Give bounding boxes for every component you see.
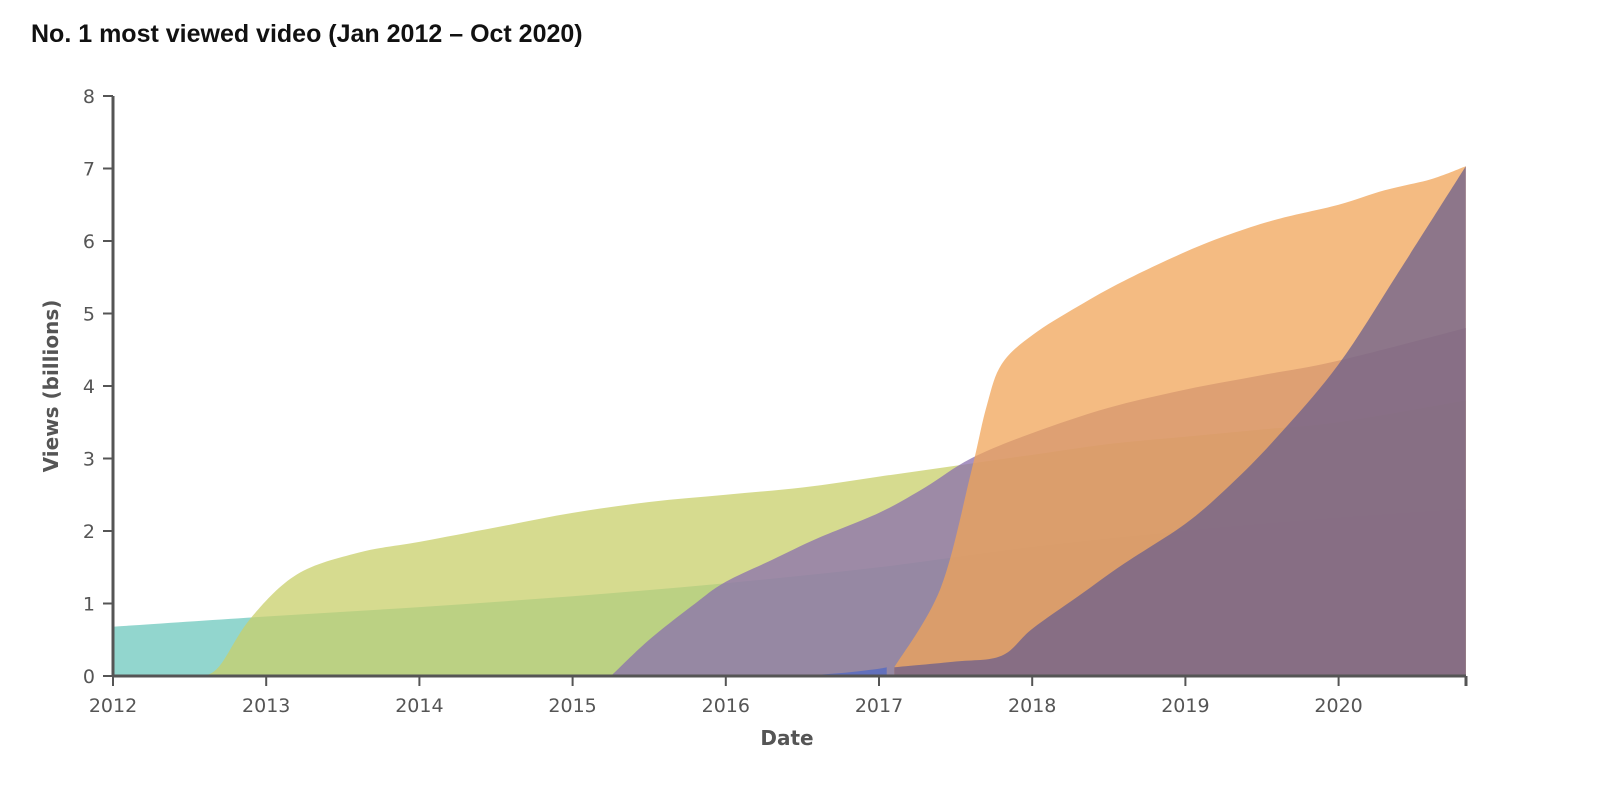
y-tick-label: 8 (83, 86, 95, 108)
x-tick-label: 2015 (548, 695, 596, 717)
y-tick-label: 1 (83, 594, 95, 616)
x-tick-label: 2012 (89, 695, 137, 717)
y-tick-label: 7 (83, 159, 95, 181)
area-series-6 (894, 166, 1466, 677)
x-tick-label: 2017 (855, 695, 903, 717)
x-tick-label: 2018 (1008, 695, 1056, 717)
ticks: 0 1 2 3 4 5 6 7 8 2012 2013 2014 2015 2016 2017 2018 201… (83, 86, 1363, 717)
x-tick-label: 2019 (1161, 695, 1209, 717)
x-tick-label: 2016 (702, 695, 750, 717)
y-tick-label: 0 (83, 666, 95, 688)
series-layer (113, 166, 1466, 677)
y-axis-label: Views (billions) (39, 300, 63, 473)
y-tick-label: 6 (83, 231, 95, 253)
area-series-4 (802, 667, 887, 676)
x-axis-label: Date (760, 726, 813, 750)
x-tick-label: 2013 (242, 695, 290, 717)
y-tick-label: 2 (83, 521, 95, 543)
chart-title: No. 1 most viewed video (Jan 2012 – Oct … (31, 20, 583, 48)
y-tick-label: 4 (83, 376, 95, 398)
y-tick-label: 3 (83, 449, 95, 471)
x-tick-label: 2014 (395, 695, 443, 717)
x-tick-label: 2020 (1314, 695, 1362, 717)
y-tick-label: 5 (83, 304, 95, 326)
